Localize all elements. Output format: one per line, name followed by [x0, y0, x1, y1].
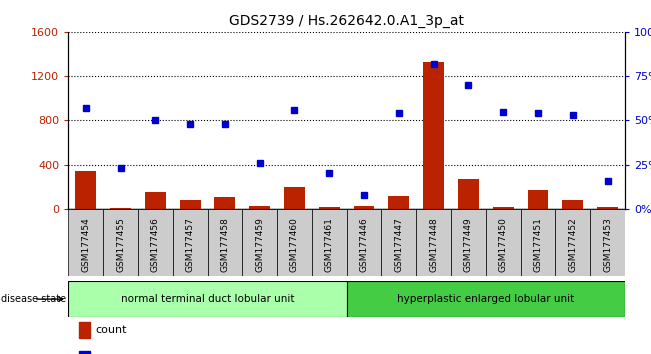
Bar [423, 62, 444, 209]
Bar [68, 209, 103, 276]
Bar [451, 209, 486, 276]
Bar [277, 209, 312, 276]
Bar [319, 207, 340, 209]
Text: hyperplastic enlarged lobular unit: hyperplastic enlarged lobular unit [397, 294, 574, 304]
Text: GSM177455: GSM177455 [116, 217, 125, 272]
Bar [346, 281, 625, 317]
Text: GSM177452: GSM177452 [568, 217, 577, 272]
Bar [242, 209, 277, 276]
Text: GSM177457: GSM177457 [186, 217, 195, 272]
Bar [138, 209, 173, 276]
Bar [416, 209, 451, 276]
Text: normal terminal duct lobular unit: normal terminal duct lobular unit [120, 294, 294, 304]
Bar [346, 209, 381, 276]
Text: disease state: disease state [1, 294, 66, 304]
Text: GSM177447: GSM177447 [395, 217, 404, 272]
Text: GSM177449: GSM177449 [464, 217, 473, 272]
Bar [527, 189, 548, 209]
Bar [145, 192, 166, 209]
Bar [249, 206, 270, 209]
Text: GSM177458: GSM177458 [221, 217, 229, 272]
Text: GSM177446: GSM177446 [359, 217, 368, 272]
Text: count: count [95, 325, 126, 336]
Text: GSM177461: GSM177461 [325, 217, 334, 272]
Text: GSM177448: GSM177448 [429, 217, 438, 272]
Bar [521, 209, 555, 276]
Bar [312, 209, 346, 276]
Bar [562, 200, 583, 209]
Text: GSM177450: GSM177450 [499, 217, 508, 272]
Bar [284, 187, 305, 209]
Bar [79, 322, 89, 338]
Bar [597, 207, 618, 209]
Bar [389, 195, 409, 209]
Bar [590, 209, 625, 276]
Bar [486, 209, 521, 276]
Bar [110, 208, 131, 209]
Bar [555, 209, 590, 276]
Bar [103, 209, 138, 276]
Text: GSM177451: GSM177451 [533, 217, 542, 272]
Text: GSM177454: GSM177454 [81, 217, 90, 272]
Bar [458, 179, 479, 209]
Bar [353, 206, 374, 209]
Bar [76, 171, 96, 209]
Title: GDS2739 / Hs.262642.0.A1_3p_at: GDS2739 / Hs.262642.0.A1_3p_at [229, 14, 464, 28]
Bar [208, 209, 242, 276]
Bar [493, 207, 514, 209]
Bar [214, 197, 235, 209]
Text: GSM177456: GSM177456 [151, 217, 160, 272]
Bar [173, 209, 208, 276]
Bar [79, 351, 89, 354]
Text: GSM177453: GSM177453 [603, 217, 612, 272]
Bar [381, 209, 416, 276]
Text: GSM177460: GSM177460 [290, 217, 299, 272]
Bar [68, 281, 346, 317]
Text: GSM177459: GSM177459 [255, 217, 264, 272]
Bar [180, 200, 201, 209]
